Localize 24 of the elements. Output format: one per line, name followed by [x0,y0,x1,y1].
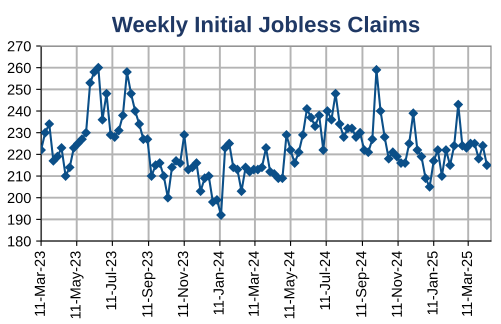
y-tick-label: 180 [8,236,31,246]
y-tick-label: 220 [8,149,31,160]
y-tick-label: 210 [8,171,31,182]
y-tick-label: 240 [8,106,31,116]
x-tick-label: 11-Mar-25 [462,251,472,316]
y-tick-label: 250 [8,84,31,95]
x-tick-label: 11-Jul-24 [319,251,330,310]
x-tick-label: 11-Jul-23 [106,251,116,310]
x-tick-label: 11-May-23 [70,251,84,318]
chart-title: Weekly Initial Jobless Claims [112,16,420,37]
x-tick-label: 11-Sep-24 [356,251,370,317]
y-tick-label: 200 [8,192,31,204]
x-tick-label: 11-May-24 [284,251,298,318]
y-tick-label: 190 [8,214,31,225]
y-tick-label: 260 [8,62,31,74]
x-tick-label: 11-Jan-25 [427,251,438,314]
y-tick-label: 270 [8,41,31,52]
x-tick-label: 11-Mar-24 [248,251,259,316]
x-tick-label: 11-Nov-23 [178,251,188,317]
x-tick-label: 11-Jan-24 [213,251,224,314]
y-tick-label: 230 [8,128,31,138]
x-tick-label: 11-Sep-23 [142,251,156,317]
x-tick-label: 11-Mar-23 [34,251,45,316]
x-tick-label: 11-Nov-24 [392,251,402,317]
